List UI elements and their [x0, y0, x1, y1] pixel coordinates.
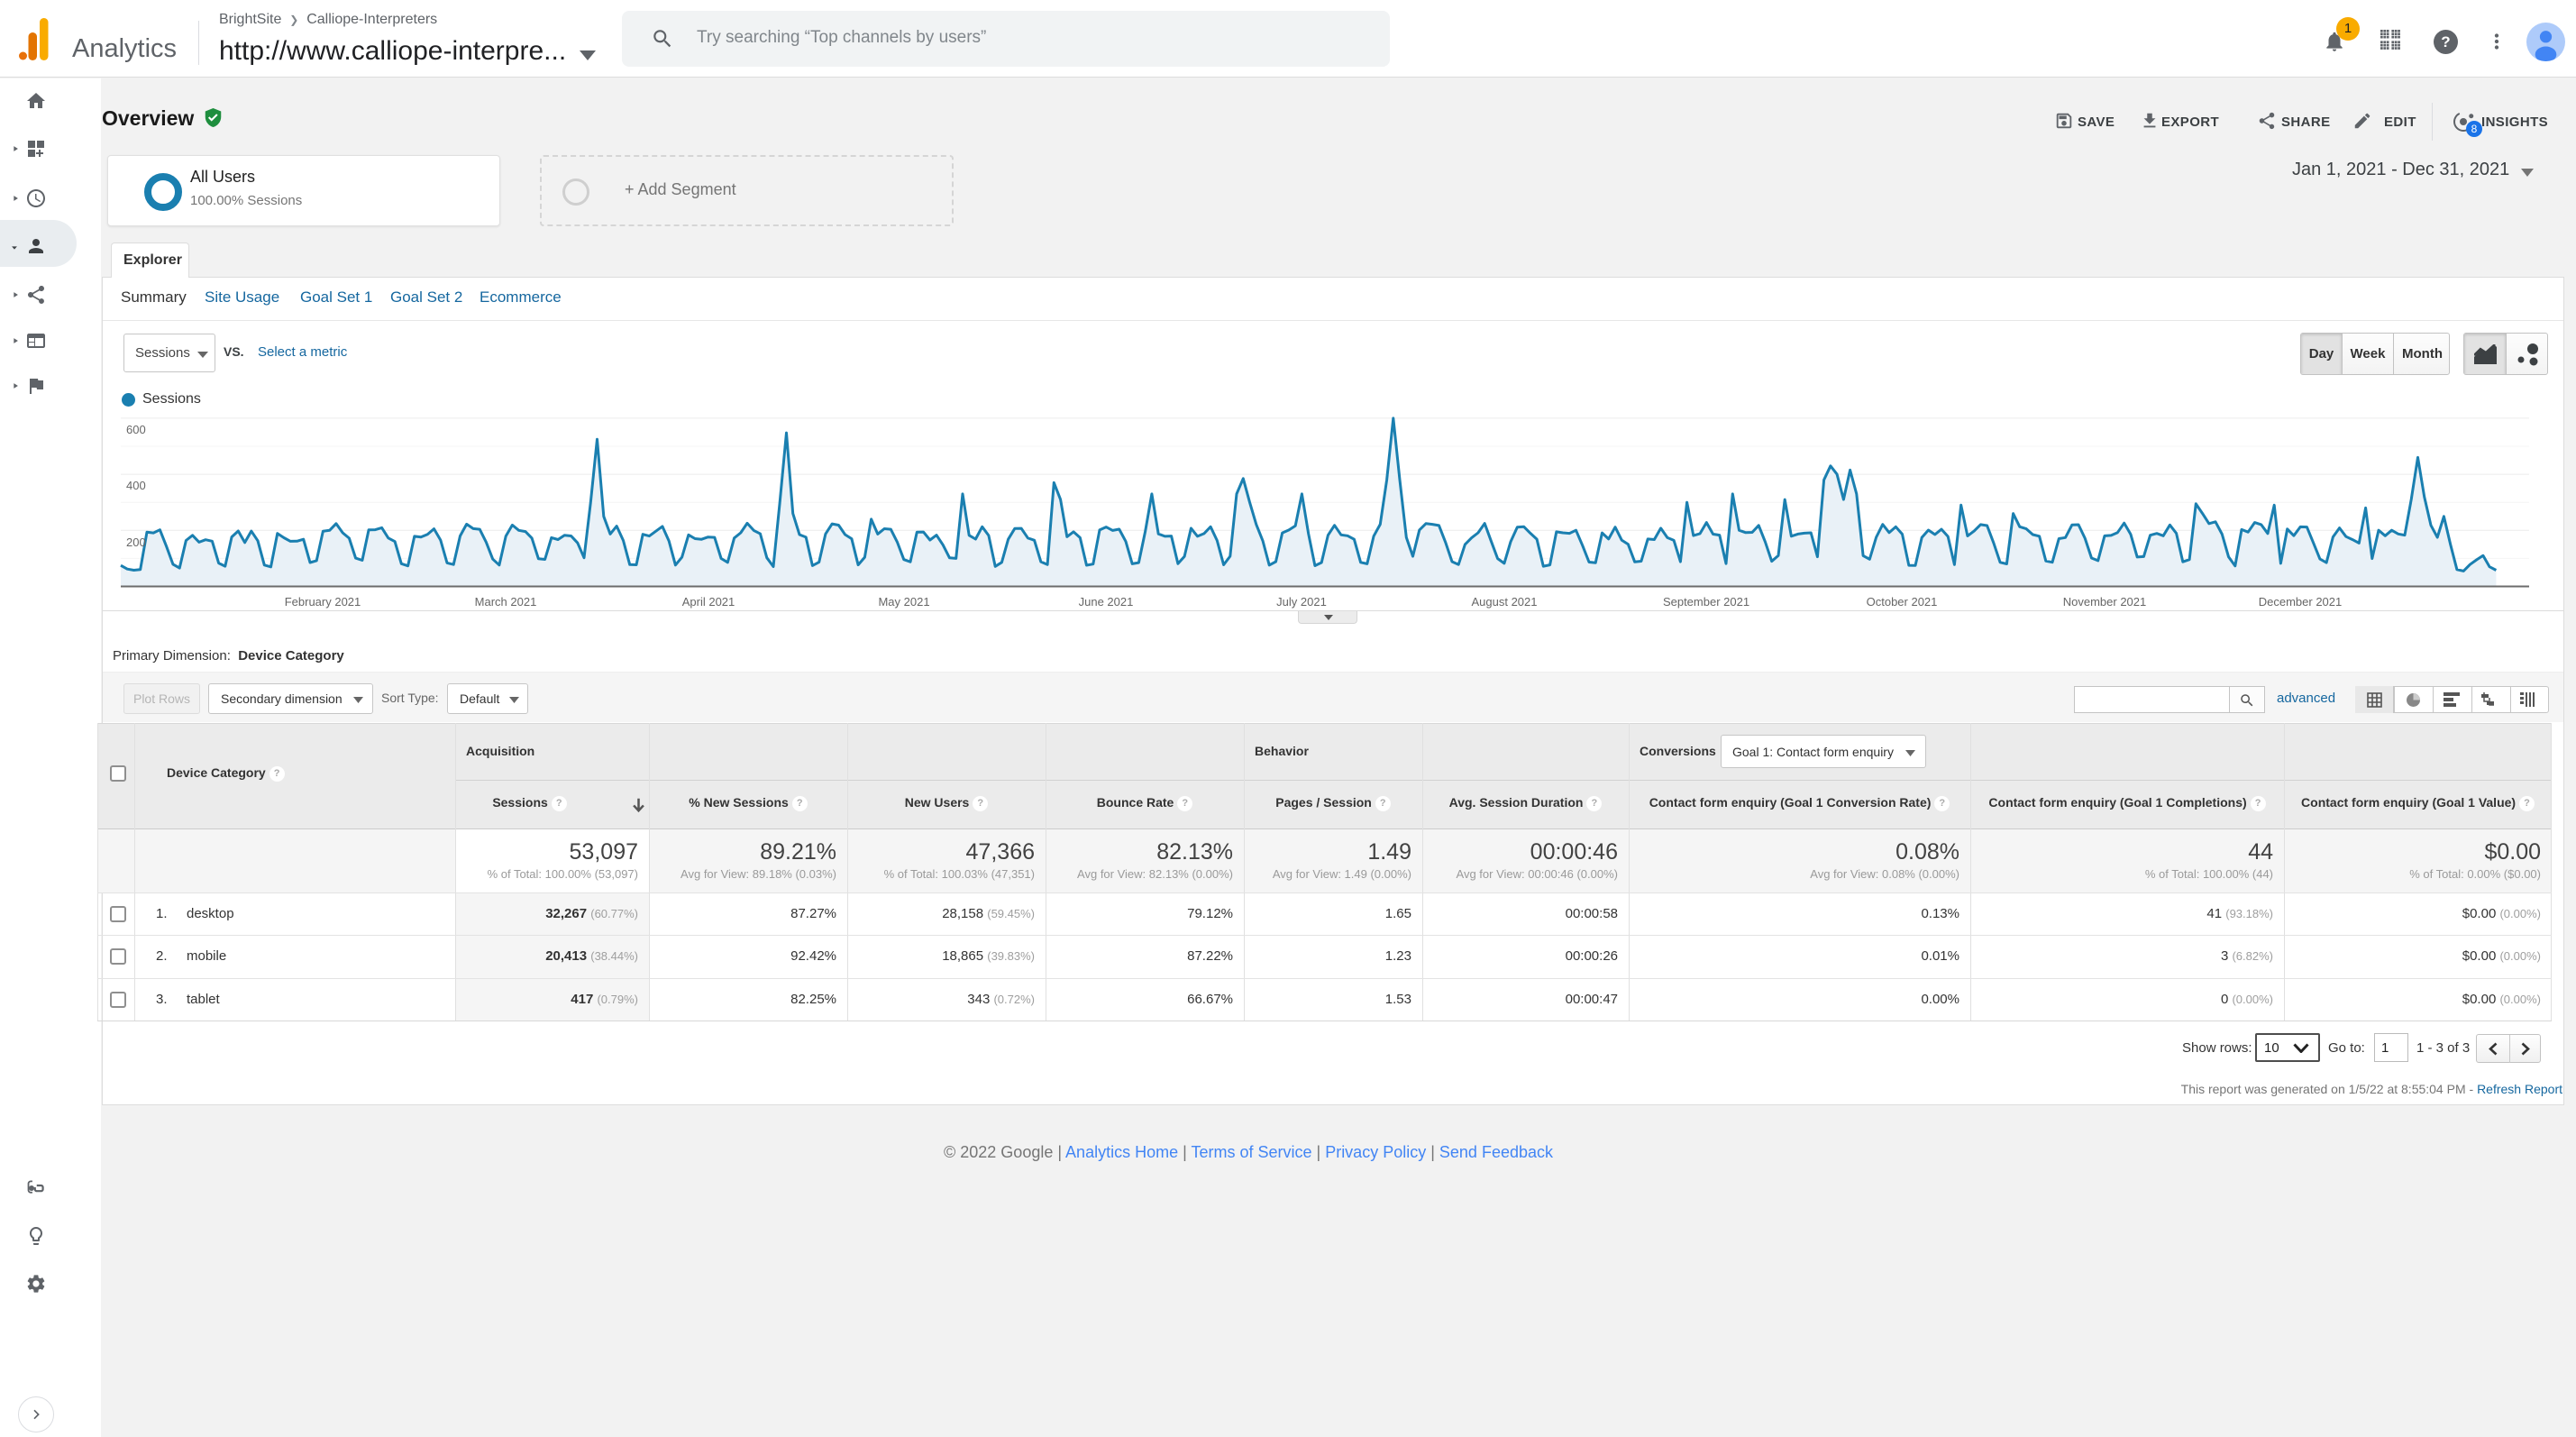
svg-text:August 2021: August 2021 — [1471, 595, 1537, 609]
svg-text:October 2021: October 2021 — [1867, 595, 1938, 609]
svg-text:February 2021: February 2021 — [285, 595, 361, 609]
svg-text:September 2021: September 2021 — [1663, 595, 1749, 609]
svg-text:200: 200 — [126, 535, 146, 549]
svg-text:November 2021: November 2021 — [2063, 595, 2147, 609]
svg-text:600: 600 — [126, 423, 146, 436]
svg-text:May 2021: May 2021 — [878, 595, 929, 609]
svg-text:December 2021: December 2021 — [2259, 595, 2343, 609]
svg-text:July 2021: July 2021 — [1276, 595, 1327, 609]
svg-text:April 2021: April 2021 — [682, 595, 735, 609]
svg-text:400: 400 — [126, 479, 146, 492]
svg-text:June 2021: June 2021 — [1079, 595, 1134, 609]
svg-text:March 2021: March 2021 — [475, 595, 537, 609]
